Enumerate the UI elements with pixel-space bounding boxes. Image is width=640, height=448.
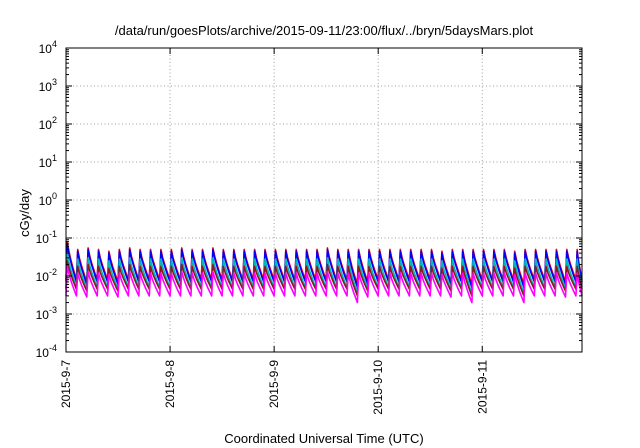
y-tick-label: 10-4	[36, 343, 57, 360]
x-tick-label: 2015-9-8	[163, 360, 177, 408]
y-tick-label: 10-2	[36, 267, 57, 284]
tick-marks	[65, 47, 582, 353]
x-tick-label: 2015-9-10	[371, 360, 385, 415]
y-axis-label: cGy/day	[17, 189, 32, 237]
series-line-5	[65, 265, 583, 304]
y-tick-label: 10-1	[36, 229, 57, 246]
y-tick-label: 100	[39, 191, 57, 208]
x-axis-label: Coordinated Universal Time (UTC)	[224, 431, 423, 446]
y-tick-label: 101	[39, 153, 57, 170]
x-tick-label: 2015-9-11	[475, 360, 489, 414]
x-tick-label: 2015-9-9	[267, 360, 281, 408]
chart-title: /data/run/goesPlots/archive/2015-09-11/2…	[115, 23, 534, 38]
y-tick-label: 102	[39, 115, 57, 132]
x-tick-label: 2015-9-7	[59, 360, 73, 408]
series-layer	[65, 240, 583, 304]
y-tick-label: 104	[39, 39, 57, 56]
grid	[66, 48, 582, 352]
y-tick-label: 10-3	[36, 305, 57, 322]
y-tick-label: 103	[39, 77, 57, 94]
y-tick-labels: 10-4 10-3 10-2 10-1 100 101 102 103 104	[36, 39, 57, 360]
x-tick-labels: 2015-9-7 2015-9-8 2015-9-9 2015-9-10 2015-9-…	[59, 360, 489, 415]
